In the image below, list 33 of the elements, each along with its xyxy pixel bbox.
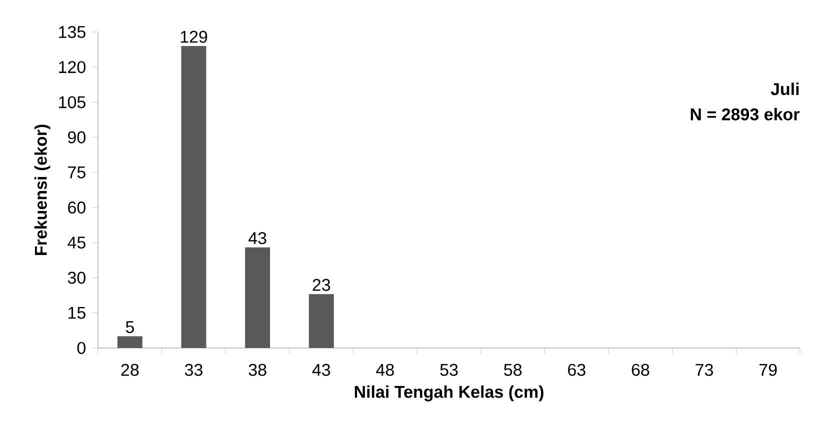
x-axis-title: Nilai Tengah Kelas (cm) bbox=[354, 385, 544, 402]
y-tick-label: 105 bbox=[59, 96, 86, 108]
y-tick-label: 60 bbox=[68, 202, 86, 214]
y-tick-label: 15 bbox=[68, 306, 86, 319]
data-label: 129 bbox=[180, 30, 208, 43]
y-tick-label: 75 bbox=[68, 166, 86, 178]
x-tick-label: 43 bbox=[312, 364, 330, 376]
x-tick-label: 53 bbox=[440, 364, 458, 376]
y-tick-label: 90 bbox=[68, 131, 86, 144]
bar bbox=[245, 247, 270, 348]
x-tick-label: 73 bbox=[696, 364, 713, 376]
x-tick-label: 28 bbox=[121, 364, 139, 376]
x-tick-label: 38 bbox=[248, 364, 266, 376]
x-tick-label: 68 bbox=[632, 364, 650, 376]
x-tick-label: 63 bbox=[568, 364, 586, 376]
x-tick-label: 33 bbox=[184, 364, 202, 376]
y-tick-label: 30 bbox=[68, 272, 86, 284]
x-tick-label: 58 bbox=[504, 364, 522, 376]
y-tick-label: 120 bbox=[59, 61, 86, 74]
bar bbox=[308, 294, 334, 348]
data-label: 5 bbox=[126, 321, 134, 334]
bar bbox=[181, 46, 206, 348]
y-tick-label: 45 bbox=[68, 236, 86, 249]
y-tick-label: 135 bbox=[59, 26, 86, 38]
data-label: 43 bbox=[248, 232, 266, 244]
annotation: Juli bbox=[770, 82, 799, 96]
data-label: 23 bbox=[312, 278, 330, 291]
y-tick-label: 0 bbox=[77, 342, 86, 354]
x-tick-label: 79 bbox=[760, 364, 777, 376]
y-axis-title: Frekuensi (ekor) bbox=[34, 124, 50, 255]
annotation: N = 2893 ekor bbox=[690, 108, 800, 120]
bar bbox=[117, 336, 142, 348]
x-tick-label: 48 bbox=[376, 364, 394, 376]
